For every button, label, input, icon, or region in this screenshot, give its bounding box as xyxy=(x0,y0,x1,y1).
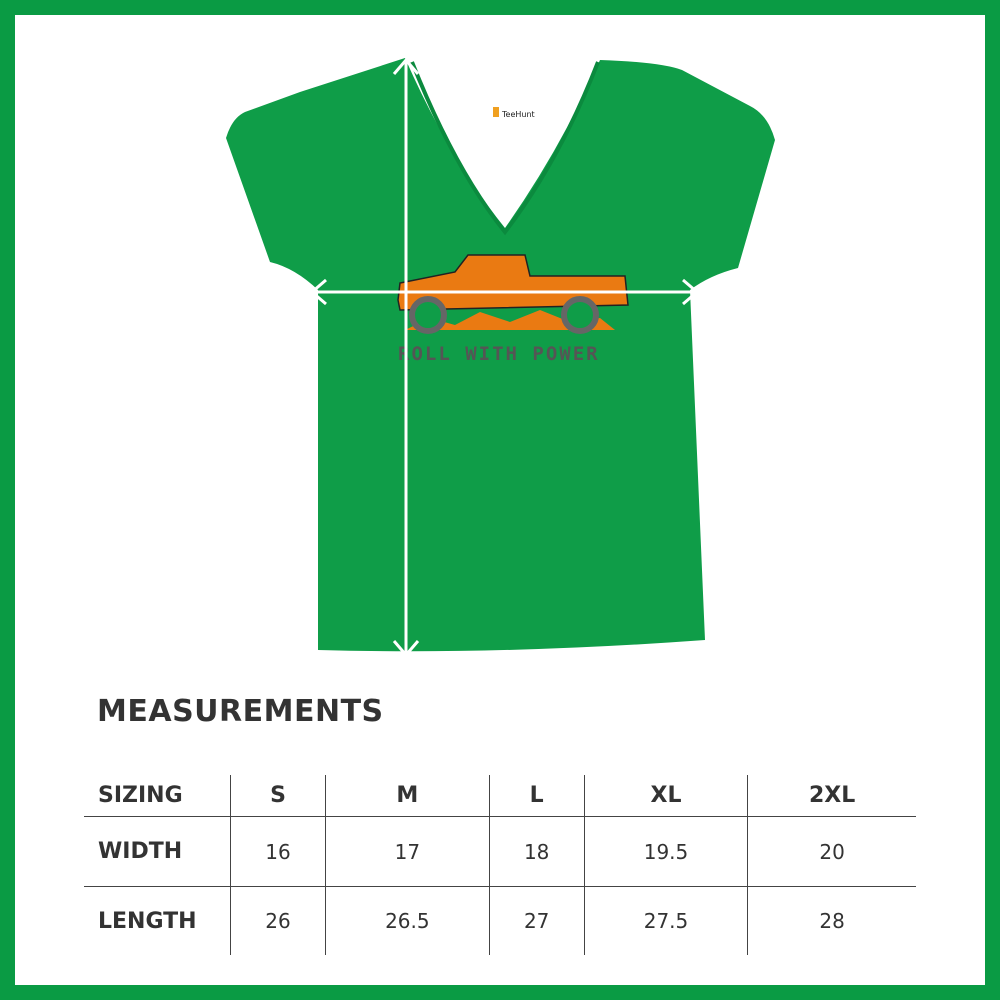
table-cell: 20 xyxy=(747,816,916,887)
table-cell: 26 xyxy=(229,886,326,955)
size-chart-table: SIZING S M L XL 2XL WIDTH 16 17 18 19.5 … xyxy=(84,775,916,955)
shirt-print-text: ROLL WITH POWER xyxy=(398,343,600,365)
table-cell: 19.5 xyxy=(583,816,748,887)
header-cell: 2XL xyxy=(747,775,916,817)
table-cell: 27 xyxy=(488,886,585,955)
table-row-length: LENGTH 26 26.5 27 27.5 28 xyxy=(84,886,916,955)
header-cell: S xyxy=(229,775,326,817)
svg-text:TeeHunt: TeeHunt xyxy=(501,110,535,119)
row-label: LENGTH xyxy=(84,886,231,955)
truck-graphic xyxy=(397,254,629,334)
header-cell: SIZING xyxy=(98,783,183,808)
table-row-width: WIDTH 16 17 18 19.5 20 xyxy=(84,816,916,887)
v-neck-shirt xyxy=(226,58,775,652)
brand-label: TeeHunt xyxy=(493,107,535,119)
table-cell: 27.5 xyxy=(583,886,748,955)
length-arrow xyxy=(392,57,420,658)
table-cell: 26.5 xyxy=(325,886,490,955)
header-cell: XL xyxy=(583,775,748,817)
table-cell: 17 xyxy=(325,816,490,887)
table-header-row: SIZING S M L XL 2XL xyxy=(84,775,916,817)
table-cell: 18 xyxy=(488,816,585,887)
measurements-title: MEASUREMENTS xyxy=(97,694,384,729)
table-cell: 16 xyxy=(229,816,326,887)
row-label: WIDTH xyxy=(84,816,231,887)
header-cell: M xyxy=(325,775,490,817)
table-cell: 28 xyxy=(747,886,916,955)
width-arrow xyxy=(309,278,700,306)
shirt-illustration: TeeHunt ROLL WITH POWER xyxy=(226,57,775,658)
header-cell: L xyxy=(488,775,585,817)
